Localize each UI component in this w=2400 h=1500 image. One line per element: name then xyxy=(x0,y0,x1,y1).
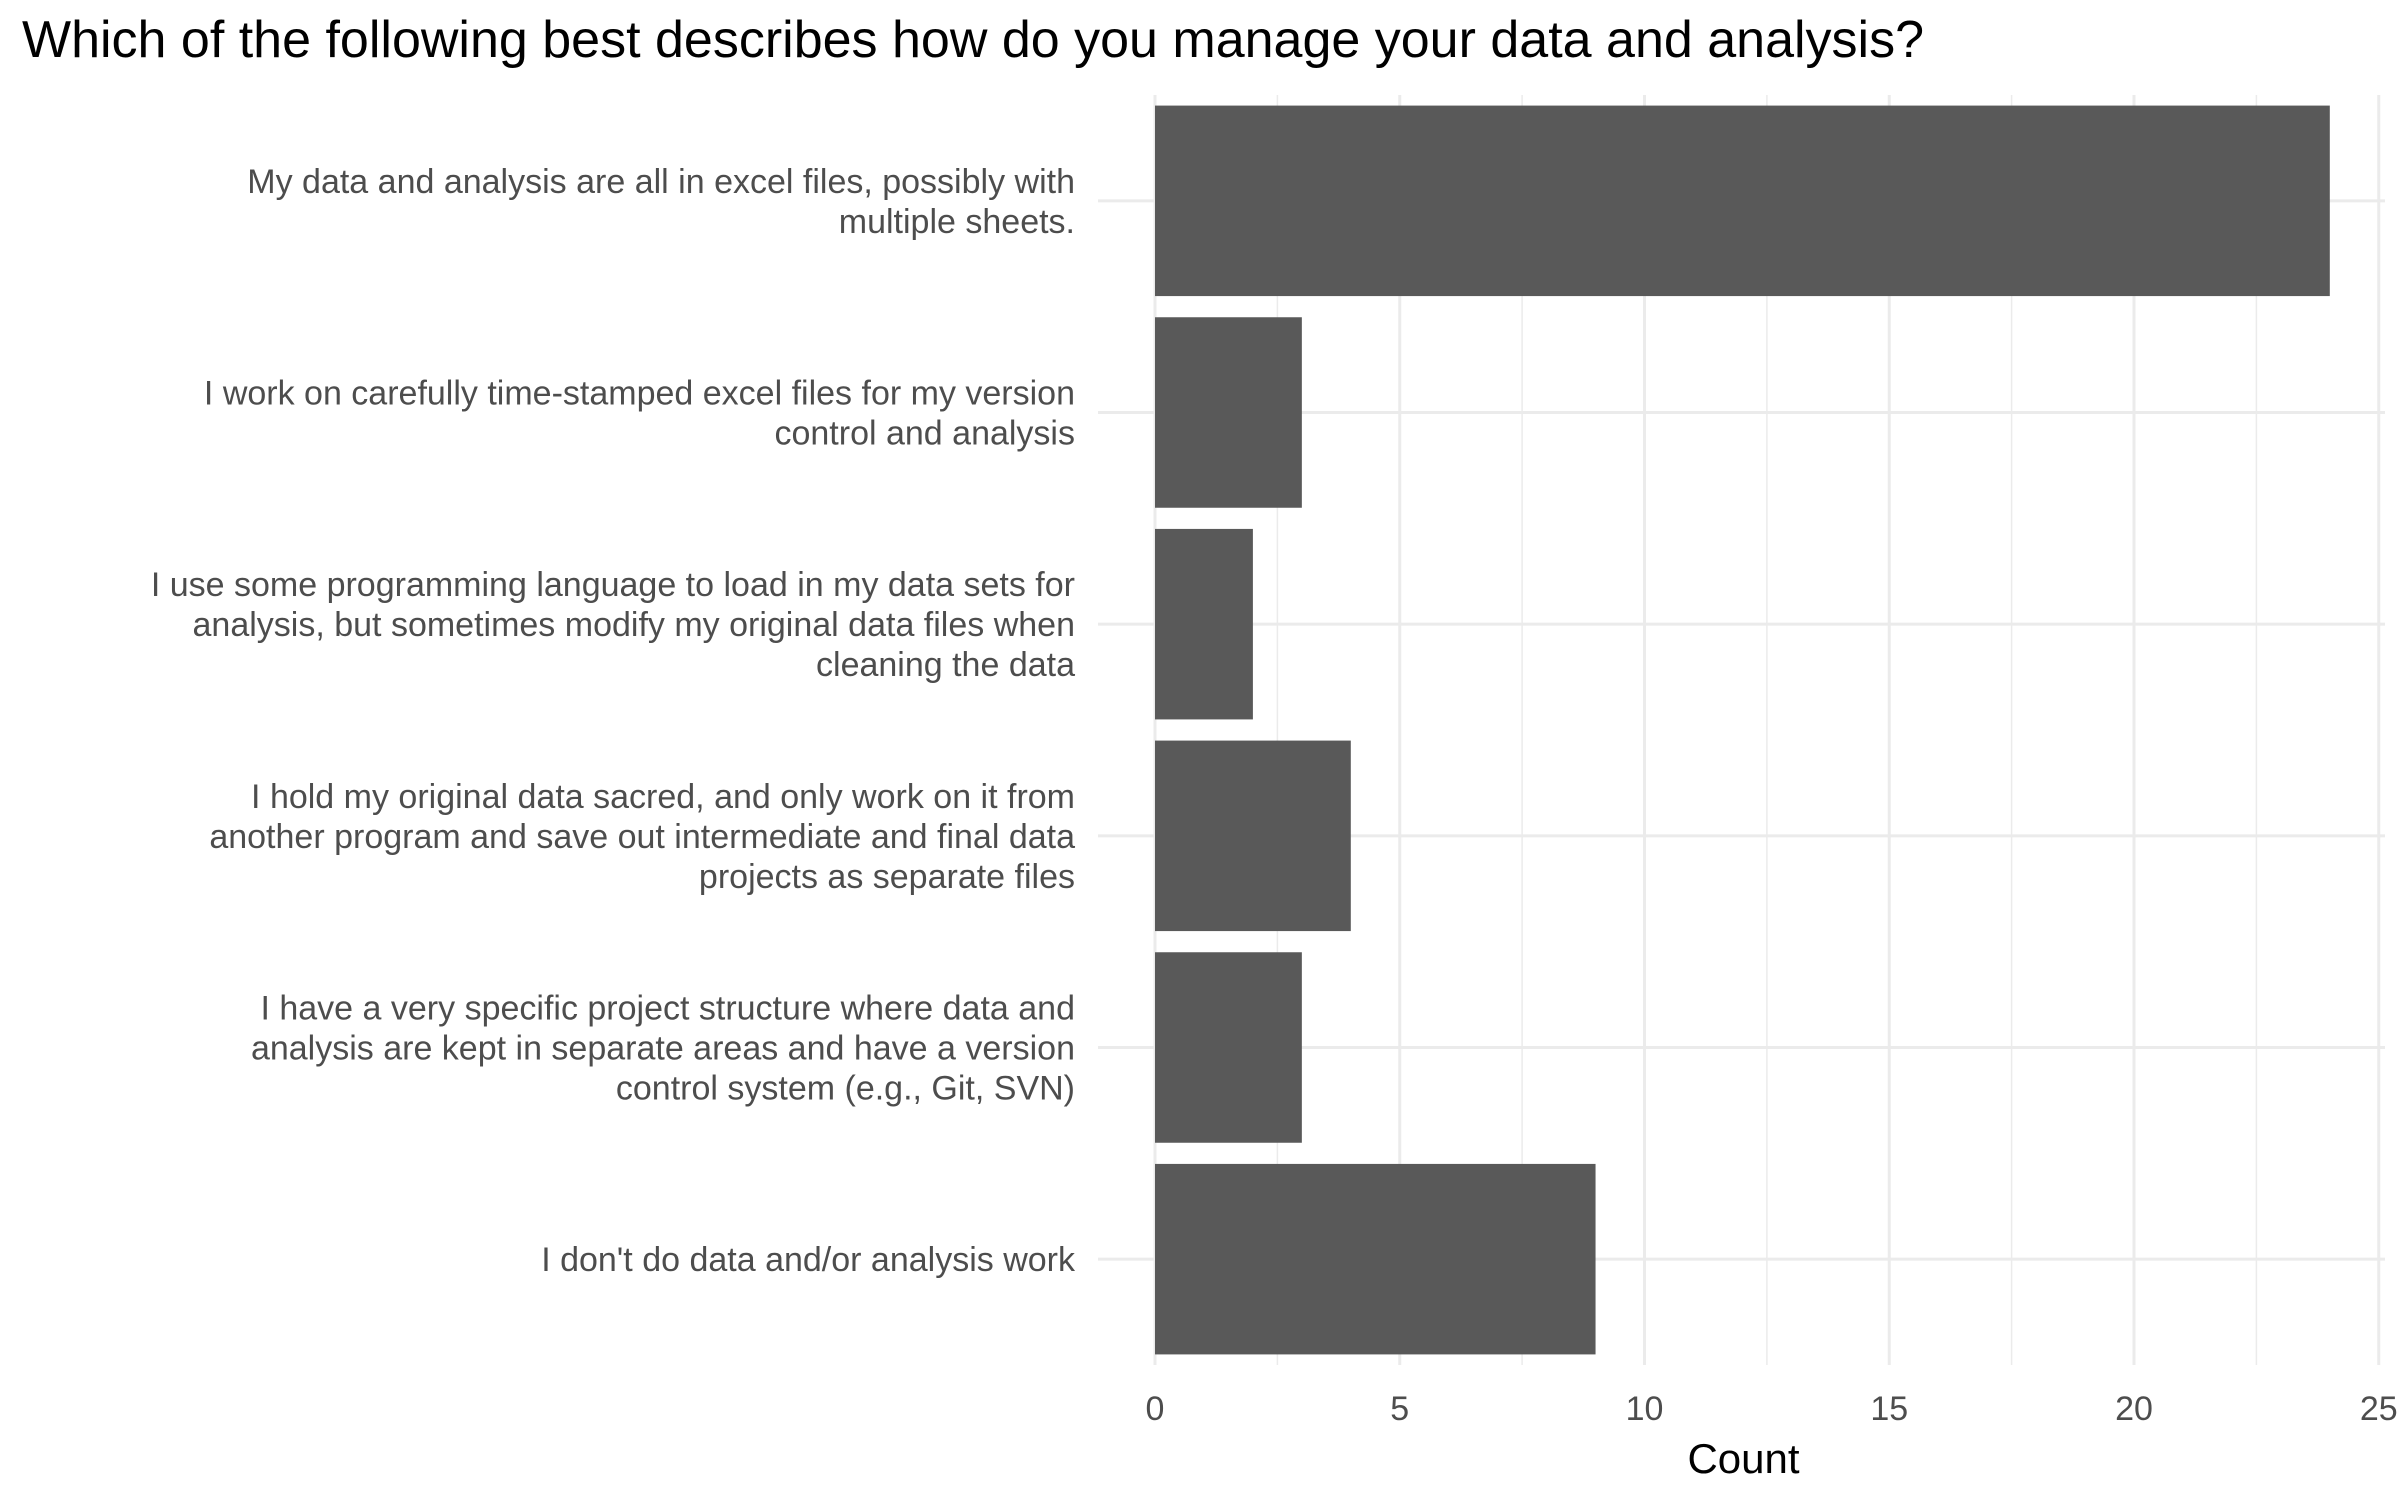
y-axis-labels: My data and analysis are all in excel fi… xyxy=(151,163,1076,1279)
x-tick-label: 15 xyxy=(1870,1390,1908,1428)
category-label-line: I work on carefully time-stamped excel f… xyxy=(204,375,1075,413)
chart-title: Which of the following best describes ho… xyxy=(22,11,1925,69)
bar xyxy=(1155,105,2330,297)
category-label: My data and analysis are all in excel fi… xyxy=(247,163,1075,241)
category-label-line: I hold my original data sacred, and only… xyxy=(251,778,1075,816)
category-label-line: My data and analysis are all in excel fi… xyxy=(247,163,1075,201)
category-label: I work on carefully time-stamped excel f… xyxy=(204,375,1075,453)
category-label-line: control and analysis xyxy=(774,415,1075,453)
category-label: I don't do data and/or analysis work xyxy=(541,1241,1076,1279)
category-label: I hold my original data sacred, and only… xyxy=(209,778,1075,896)
x-tick-label: 20 xyxy=(2115,1390,2153,1428)
x-tick-label: 5 xyxy=(1390,1390,1409,1428)
category-label-line: another program and save out intermediat… xyxy=(209,818,1075,856)
category-label-line: analysis, but sometimes modify my origin… xyxy=(193,606,1076,644)
x-tick-label: 0 xyxy=(1146,1390,1165,1428)
category-label-line: multiple sheets. xyxy=(839,203,1075,241)
category-label-line: I use some programming language to load … xyxy=(151,566,1075,604)
category-label-line: analysis are kept in separate areas and … xyxy=(251,1030,1075,1068)
bar xyxy=(1155,740,1351,932)
bar xyxy=(1155,528,1253,720)
bar xyxy=(1155,1163,1596,1355)
category-label-line: I don't do data and/or analysis work xyxy=(541,1241,1076,1279)
category-label-line: cleaning the data xyxy=(816,646,1075,684)
category-label-line: I have a very specific project structure… xyxy=(260,990,1075,1028)
x-tick-label: 10 xyxy=(1626,1390,1664,1428)
bar xyxy=(1155,952,1302,1143)
x-axis-title: Count xyxy=(1687,1435,1799,1482)
category-label-line: control system (e.g., Git, SVN) xyxy=(616,1070,1075,1108)
x-axis-ticks: 0 5 10 15 20 25 xyxy=(1146,1390,2398,1428)
category-label-line: projects as separate files xyxy=(699,858,1075,896)
bar-layer xyxy=(1155,105,2330,1355)
bar xyxy=(1155,317,1302,508)
grid-layer xyxy=(1098,95,2385,1365)
category-label: I use some programming language to load … xyxy=(151,566,1075,684)
category-label: I have a very specific project structure… xyxy=(251,990,1075,1108)
x-tick-label: 25 xyxy=(2360,1390,2398,1428)
